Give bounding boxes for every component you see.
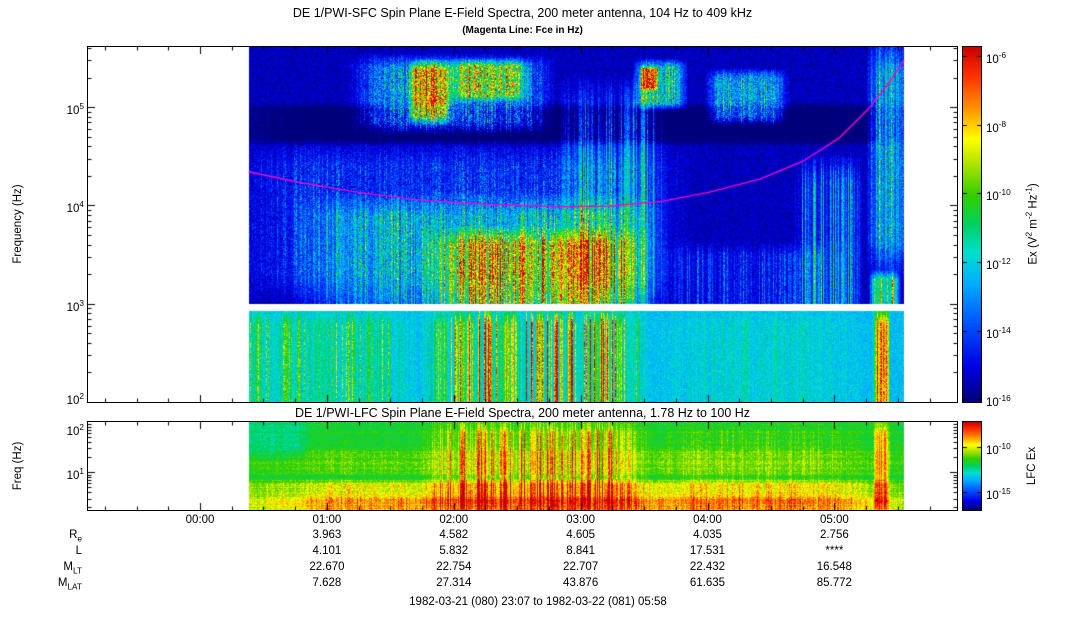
ephemeris-value: 61.635 [689,577,726,589]
time-tick-label: 02:00 [439,514,469,526]
ephemeris-value: 22.670 [309,561,345,573]
time-tick-label: 03:00 [566,514,596,526]
lfc-colorbar-canvas [963,422,981,510]
colorbar-tick-label: 10-15 [986,487,1011,503]
ephemeris-row-label: Re [69,529,82,544]
ephemeris-value: 22.707 [563,561,599,573]
footer-time-range: 1982-03-21 (080) 23:07 to 1982-03-22 (08… [409,596,667,608]
lfc-plot-box [87,421,958,511]
sfc-colorbar-canvas [963,47,981,402]
ephemeris-value: 22.754 [436,561,472,573]
colorbar-tick-label: 10-10 [986,188,1011,204]
colorbar-tick-label: 10-8 [986,119,1007,135]
lfc-title: DE 1/PWI-LFC Spin Plane E-Field Spectra,… [294,406,751,420]
ephemeris-value: 8.841 [566,545,596,557]
time-tick-label: 01:00 [312,514,342,526]
ephemeris-value: **** [825,545,844,557]
colorbar-tick-label: 10-12 [986,257,1011,272]
ephemeris-row-label: MLAT [57,577,82,592]
ephemeris-value: 7.628 [312,577,342,589]
ephemeris-row-label: MLT [63,561,82,576]
colorbar-tick-label: 10-14 [986,325,1011,341]
ephemeris-value: 4.101 [312,545,342,557]
ephemeris-value: 17.531 [689,545,726,557]
sfc-colorbar [962,46,982,403]
ytick-label: 105 [66,102,84,117]
sfc-subtitle: (Magenta Line: Fce in Hz) [462,25,583,36]
ephemeris-value: 43.876 [563,577,599,589]
ephemeris-row-label: L [75,545,82,557]
ephemeris-value: 4.605 [566,529,596,541]
colorbar-tick-label: 10-16 [986,394,1011,410]
ephemeris-value: 4.035 [693,529,722,541]
ytick-label: 101 [66,467,84,483]
ytick-label: 104 [66,200,84,216]
sfc-plot-box [87,46,958,403]
lfc-frequency-axis-label: Freq (Hz) [12,441,24,491]
ephemeris-value: 2.756 [819,529,849,541]
colorbar-tick-label: 10-6 [986,51,1007,67]
ytick-label: 102 [66,423,84,438]
ytick-label: 102 [66,392,84,407]
ephemeris-value: 5.832 [439,545,469,557]
ytick-label: 103 [66,298,84,314]
ephemeris-value: 27.314 [436,577,472,589]
ephemeris-value: 22.432 [689,561,726,573]
ephemeris-value: 85.772 [816,577,852,589]
ephemeris-value: 16.548 [816,561,852,573]
time-tick-label: 00:00 [185,514,215,526]
lfc-colorbar [962,421,982,511]
sfc-title: DE 1/PWI-SFC Spin Plane E-Field Spectra,… [292,6,753,20]
time-tick-label: 04:00 [693,514,722,526]
ephemeris-value: 3.963 [312,529,342,541]
colorbar-tick-label: 10-10 [986,441,1011,457]
time-tick-label: 05:00 [819,514,849,526]
lfc-spectrogram-canvas [88,422,957,510]
sfc-spectrogram-canvas [88,47,957,402]
ephemeris-value: 4.582 [439,529,469,541]
sfc-frequency-axis-label: Frequency (Hz) [12,184,24,264]
